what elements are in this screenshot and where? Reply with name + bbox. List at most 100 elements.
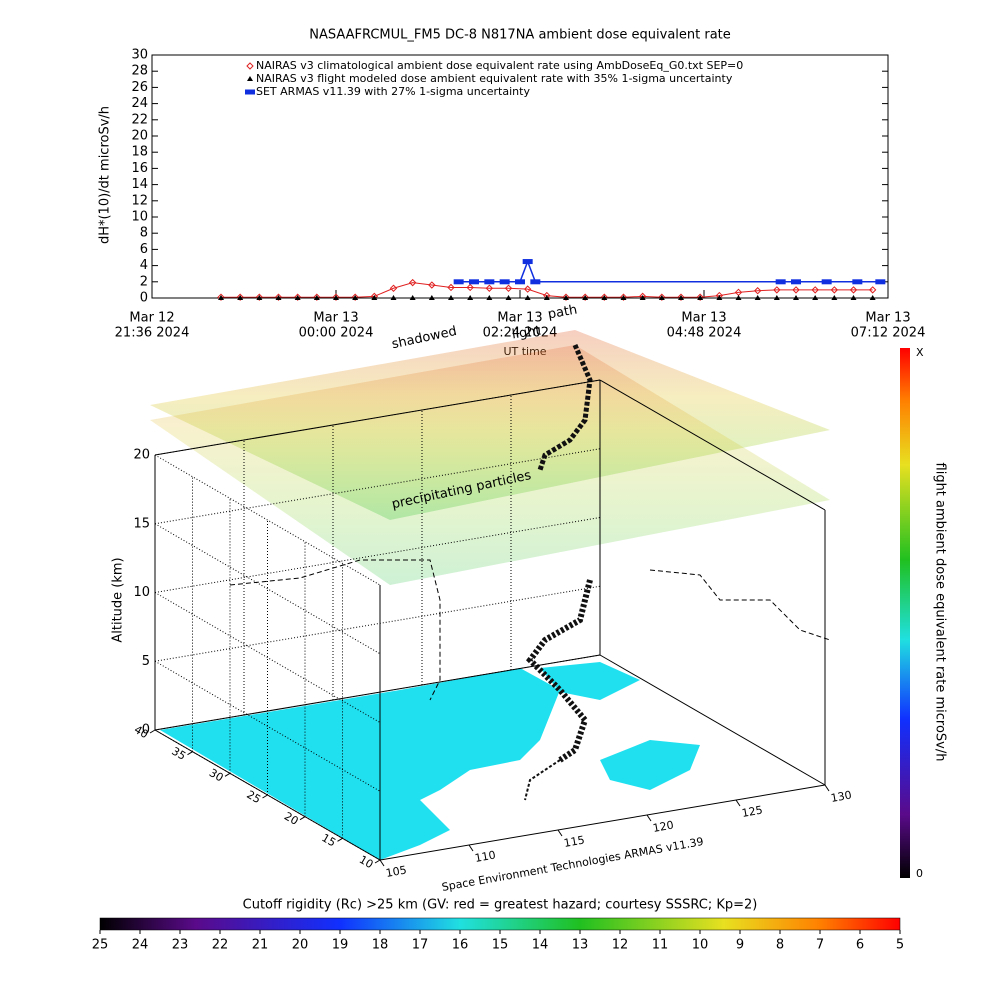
dose-layer (150, 345, 830, 585)
x-tick-label: Mar 13 (497, 311, 542, 326)
data-point (619, 293, 628, 301)
data-point (831, 295, 838, 300)
colorbar-tick-label: 20 (292, 938, 309, 953)
x-tick-label: Mar 13 (681, 311, 726, 326)
data-point (773, 295, 780, 300)
data-point (428, 295, 435, 300)
3d-plot: 0 5 10 15 20 105 110 115 120 125 130 10 15 20 25 30 35 40… (111, 302, 948, 893)
y-tick-label: 2 (140, 274, 148, 289)
land-map (600, 740, 700, 790)
colorbar-tick-label: 16 (452, 938, 469, 953)
lon-tick (735, 799, 741, 807)
z-tick-label: 0 (142, 723, 150, 738)
y-tick-label: 28 (131, 64, 148, 79)
legend-label: NAIRAS v3 climatological ambient dose eq… (256, 59, 743, 72)
lon-tick (824, 784, 830, 792)
flight-path (524, 759, 561, 801)
colorbar (99, 917, 901, 931)
data-point (389, 284, 398, 292)
data-point (600, 293, 609, 301)
colorbar-tick-label: 6 (856, 938, 864, 953)
data-point (275, 295, 282, 300)
lat-tick (262, 794, 268, 799)
data-point (582, 295, 589, 300)
data-point (485, 284, 494, 292)
y-tick-label: 26 (131, 80, 148, 95)
colorbar-tick-label: 21 (252, 938, 269, 953)
data-point (753, 287, 762, 295)
legend-label: SET ARMAS v11.39 with 27% 1-sigma uncert… (256, 85, 530, 98)
lon-tick (646, 814, 652, 822)
data-point (504, 284, 513, 292)
colorbar-tick-label: 18 (372, 938, 389, 953)
colorbar-tick-label: 23 (172, 938, 189, 953)
grid-line (154, 379, 601, 456)
lat-tick-label: 40 (132, 723, 151, 741)
lat-tick (187, 751, 193, 756)
series-line (458, 259, 881, 283)
data-point (696, 293, 704, 301)
data-point (256, 295, 263, 300)
colorbar-tick: 0 (916, 867, 923, 880)
colorbar-tick-label: 5 (896, 938, 904, 953)
lat-tick (149, 729, 156, 734)
data-point (852, 279, 863, 285)
data-point (524, 295, 531, 300)
colorbar-tick-label: 14 (532, 938, 549, 953)
data-point (562, 293, 570, 301)
x-tick-label: 07:12 2024 (851, 326, 926, 341)
data-point (658, 295, 665, 300)
colorbar-tick-label: 12 (612, 938, 629, 953)
lat-tick (224, 772, 231, 777)
data-point (812, 295, 819, 300)
lon-tick-label: 125 (741, 803, 764, 819)
data-point (313, 295, 320, 300)
land-map (540, 662, 640, 700)
y-tick-label: 16 (131, 161, 148, 176)
data-point (447, 283, 455, 292)
colorbar-tick-label: 24 (132, 938, 149, 953)
y-tick-label: 18 (131, 145, 148, 160)
data-point (351, 293, 359, 301)
data-point (775, 279, 786, 285)
data-point (237, 295, 244, 300)
data-point (830, 286, 839, 294)
lat-tick (299, 816, 306, 821)
data-point (408, 278, 417, 287)
data-point (371, 295, 378, 300)
colorbar-label: flight ambient dose equivalent rate micr… (933, 463, 948, 762)
data-point (255, 293, 264, 301)
z-tick-label: 5 (142, 654, 150, 669)
y-tick-label: 6 (140, 242, 148, 257)
data-point (469, 279, 479, 285)
data-point (453, 279, 464, 285)
data-point (246, 62, 254, 70)
data-point (821, 279, 832, 285)
colorbar-title: Cutoff rigidity (Rc) >25 km (GV: red = g… (243, 898, 758, 913)
data-point (678, 295, 684, 300)
data-point (869, 295, 876, 300)
grid-line (154, 517, 601, 593)
data-point (875, 279, 886, 285)
colorbar-tick-label: 11 (652, 938, 669, 953)
annotation: shadowed (390, 324, 458, 352)
x-tick-label: 21:36 2024 (115, 326, 190, 341)
y-tick-label: 10 (131, 210, 148, 225)
colorbar-tick-label: 13 (572, 938, 589, 953)
chart-title: NASAAFRCMUL_FM5 DC-8 N817NA ambient dose… (309, 28, 731, 43)
data-point (515, 279, 525, 285)
grid-line (154, 454, 381, 586)
z-axis-label: Altitude (km) (111, 557, 126, 642)
data-point (543, 295, 550, 300)
lat-tick (374, 859, 381, 864)
grid-line (154, 654, 601, 731)
grid-line (154, 585, 601, 662)
data-point (333, 295, 339, 300)
y-axis-label: dH*(10)/dt microSv/h (98, 106, 113, 244)
data-point (466, 283, 474, 292)
data-point (352, 295, 359, 300)
data-point (467, 295, 474, 300)
grid-line (154, 660, 381, 792)
lon-tick-label: 130 (830, 788, 853, 804)
